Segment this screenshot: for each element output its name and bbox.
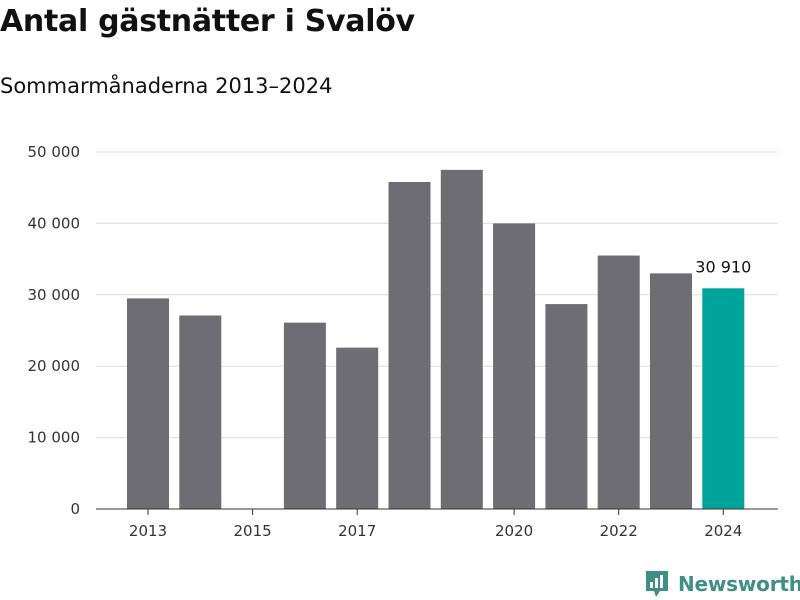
brand-logo: Newsworthy [644, 569, 800, 599]
chart-subtitle: Sommarmånaderna 2013–2024 [0, 74, 333, 98]
y-tick-label: 10 000 [28, 429, 81, 447]
x-tick-label: 2013 [129, 522, 167, 540]
bar-2022 [597, 255, 640, 509]
x-tick-label: 2020 [495, 522, 533, 540]
x-tick-label: 2015 [234, 522, 272, 540]
x-tick-label: 2022 [600, 522, 638, 540]
y-tick-label: 20 000 [28, 357, 81, 375]
bar-2020 [493, 223, 536, 509]
bar-2013 [127, 298, 169, 509]
bar-2021 [545, 304, 588, 509]
bar-2017 [336, 347, 379, 509]
x-tick-label: 2024 [704, 522, 742, 540]
chart-title: Antal gästnätter i Svalöv [0, 4, 415, 39]
bar-2024 [702, 288, 745, 509]
data-label: 30 910 [695, 257, 751, 276]
bar-2019 [440, 169, 483, 509]
y-tick-label: 50 000 [28, 143, 81, 161]
bar-2014 [179, 315, 222, 509]
bar-2016 [283, 322, 326, 509]
y-tick-label: 40 000 [28, 214, 81, 232]
y-tick-label: 0 [70, 500, 80, 518]
bar-2018 [388, 181, 431, 509]
y-tick-label: 30 000 [28, 286, 81, 304]
newsworthy-logo-icon [646, 571, 668, 597]
x-tick-label: 2017 [338, 522, 376, 540]
bar-2023 [650, 273, 692, 509]
brand-name: Newsworthy [678, 572, 800, 596]
